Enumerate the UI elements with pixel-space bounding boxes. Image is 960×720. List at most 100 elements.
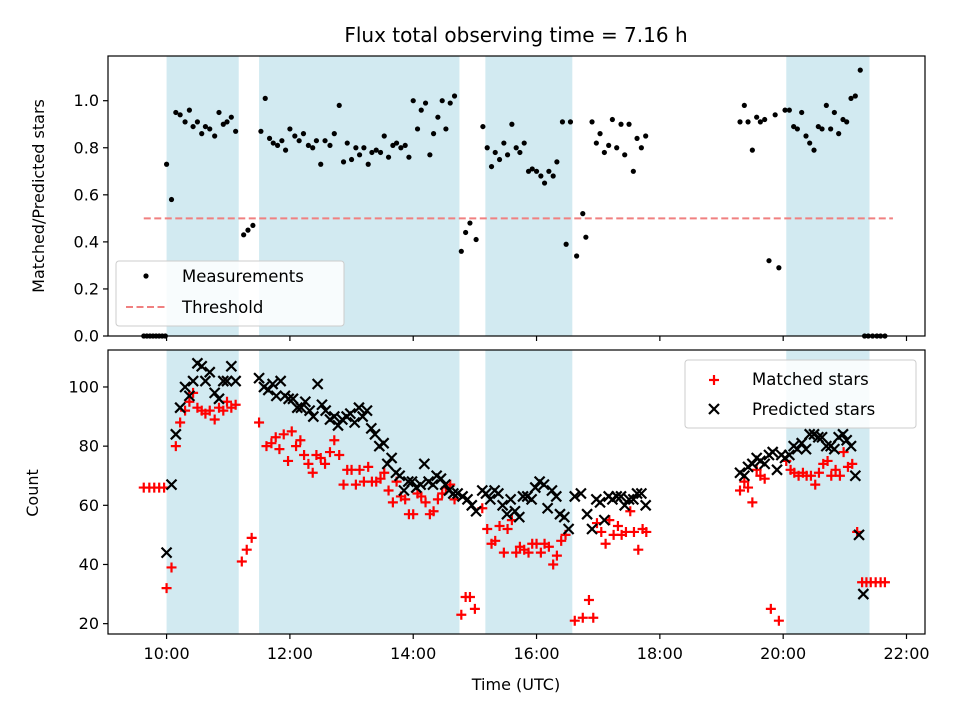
predicted-star-point: [618, 499, 631, 512]
predicted-star-point: [529, 481, 542, 494]
predicted-star-point: [771, 464, 783, 476]
matched-star-point: [299, 450, 310, 461]
measurement-point: [250, 222, 256, 229]
measurement-point: [609, 116, 615, 123]
measurement-point: [443, 126, 449, 132]
measurement-point: [327, 142, 333, 149]
measurement-point: [410, 98, 416, 104]
measurement-point: [353, 145, 359, 151]
legend-marker-measurements: [143, 273, 149, 279]
measurement-point: [807, 140, 813, 146]
matched-star-point: [482, 523, 493, 534]
shaded-interval: [166, 350, 239, 634]
predicted-star-point: [213, 393, 225, 405]
matched-star-point: [204, 405, 215, 416]
measurement-point: [484, 145, 490, 151]
predicted-star-point: [381, 458, 394, 470]
measurement-point: [580, 211, 586, 217]
matched-star-point: [805, 470, 816, 481]
matched-star-point: [338, 479, 349, 490]
predicted-star-point: [344, 407, 357, 420]
measurement-point: [163, 161, 170, 167]
predicted-star-point: [377, 437, 390, 449]
measurement-point: [574, 253, 580, 259]
measurement-point: [305, 142, 311, 149]
measurement-point: [538, 173, 544, 179]
measurement-point: [331, 131, 337, 137]
measurement-point: [618, 121, 624, 127]
y-tick-label: 40: [79, 555, 99, 574]
matched-star-point: [387, 497, 398, 508]
measurement-point: [583, 234, 589, 240]
measurement-point: [186, 107, 192, 113]
bottom-x-axis: 10:00 12:00 14:00 16:00 18:00 20:00 22:00: [144, 634, 930, 663]
predicted-star-point: [356, 410, 369, 423]
matched-star-point: [456, 609, 467, 620]
measurement-point: [369, 149, 375, 156]
predicted-star-point: [262, 384, 275, 396]
measurement-point: [458, 248, 464, 254]
measurement-point: [365, 161, 371, 167]
measurement-point: [626, 121, 632, 127]
x-tick-label: 16:00: [513, 644, 559, 663]
matched-star-point: [596, 526, 607, 537]
matched-star-point: [416, 491, 427, 502]
measurement-point: [776, 265, 782, 271]
matched-star-point: [834, 470, 845, 481]
measurement-point: [233, 128, 239, 134]
matched-star-point: [826, 470, 837, 481]
predicted-star-point: [568, 490, 581, 503]
matched-star-point: [551, 550, 562, 561]
measurement-point: [310, 145, 316, 151]
predicted-star-point: [266, 378, 279, 390]
predicted-star-point: [610, 490, 623, 503]
predicted-star-point: [353, 401, 365, 414]
measurement-point: [398, 145, 404, 151]
matched-star-point: [813, 467, 824, 478]
x-tick-label: 10:00: [144, 644, 190, 663]
matched-star-point: [295, 435, 306, 446]
predicted-star-point: [635, 487, 648, 500]
predicted-star-point: [427, 478, 439, 491]
measurement-point: [336, 102, 342, 109]
predicted-star-point: [414, 478, 427, 491]
measurement-point: [828, 126, 834, 132]
matched-star-point: [315, 452, 326, 463]
measurement-point: [258, 128, 264, 134]
measurement-point: [348, 156, 355, 163]
matched-star-point: [847, 458, 858, 469]
measurement-point: [737, 119, 743, 125]
measurement-point: [274, 142, 281, 149]
predicted-star-point: [828, 443, 841, 455]
measurement-point: [634, 135, 640, 141]
measurement-point: [597, 131, 603, 137]
matched-star-point: [303, 458, 314, 469]
matched-star-point: [535, 547, 546, 558]
predicted-star-point: [221, 375, 233, 387]
measurement-point: [840, 116, 846, 123]
top-x-ticks: [165, 336, 908, 341]
predicted-star-point: [496, 499, 509, 512]
measurement-point: [385, 154, 392, 160]
measurement-point: [741, 102, 747, 109]
measurement-point: [340, 159, 347, 165]
matched-star-point: [765, 603, 776, 614]
measurement-point: [190, 123, 196, 130]
measurement-point: [513, 145, 519, 151]
predicted-star-point: [274, 375, 287, 387]
measurement-point: [245, 227, 251, 233]
measurement-point: [381, 133, 387, 139]
legend-marker-matched: [709, 375, 719, 385]
measurement-point: [745, 119, 751, 125]
predicted-star-point: [783, 449, 796, 461]
predicted-star-point: [627, 493, 640, 506]
measurement-point: [766, 258, 772, 264]
measurement-point: [554, 159, 560, 165]
predicted-star-point: [282, 393, 295, 405]
matched-star-point: [628, 526, 639, 537]
predicted-star-point: [623, 493, 635, 506]
measurement-point: [844, 119, 850, 125]
matched-star-point: [810, 479, 821, 490]
measurement-point: [373, 147, 379, 153]
